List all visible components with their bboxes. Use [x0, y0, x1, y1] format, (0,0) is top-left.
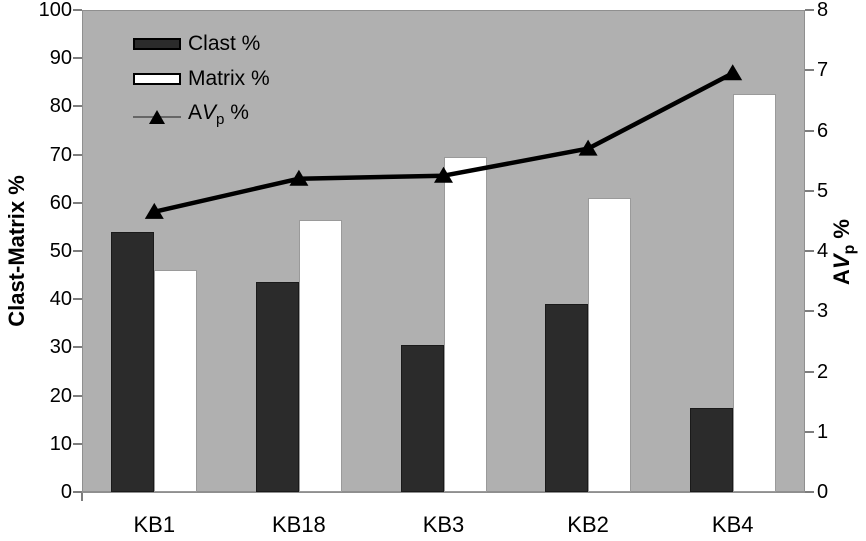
- left-tick-mark: [73, 105, 82, 108]
- right-tick-mark: [805, 310, 814, 313]
- left-tick-mark: [73, 346, 82, 349]
- left-tick-mark: [73, 250, 82, 252]
- left-tick-label: 70: [49, 143, 72, 166]
- matrix-bar-kb3: [443, 157, 487, 492]
- line-swatch-icon: [133, 110, 181, 124]
- right-tick-mark: [805, 250, 814, 252]
- right-tick-mark: [805, 491, 814, 493]
- legend-item-clast: Clast %: [133, 31, 260, 57]
- left-tick-mark: [73, 9, 82, 11]
- right-tick-label: 0: [817, 481, 829, 503]
- clast-bar-kb4: [689, 407, 733, 492]
- right-tick-label: 3: [817, 300, 829, 323]
- x-axis-label: KB18: [271, 512, 326, 537]
- left-tick-mark: [73, 153, 82, 156]
- left-tick-label: 20: [49, 384, 72, 407]
- clast-bar-kb1: [111, 231, 155, 492]
- left-tick-label: 0: [60, 481, 72, 503]
- clast-bar-kb18: [255, 282, 299, 492]
- left-tick-label: 100: [38, 0, 72, 21]
- right-tick-mark: [805, 9, 814, 11]
- clast-bar-kb3: [400, 344, 444, 492]
- left-tick-label: 10: [49, 432, 72, 455]
- left-tick-label: 90: [49, 47, 72, 70]
- legend-label-matrix: Matrix %: [188, 67, 270, 90]
- left-tick-mark: [73, 298, 82, 301]
- x-axis-label: KB2: [567, 512, 609, 537]
- left-tick-mark: [73, 57, 82, 60]
- matrix-bar-kb2: [588, 197, 632, 492]
- right-tick-mark: [805, 370, 814, 373]
- avp-line-chart: [144, 64, 743, 219]
- left-tick-mark: [73, 491, 82, 493]
- right-tick-mark: [805, 129, 814, 132]
- avp-marker-triangle-icon: [144, 202, 164, 219]
- x-axis-label: KB1: [133, 512, 176, 537]
- left-tick-label: 40: [49, 288, 72, 311]
- matrix-bar-kb4: [732, 94, 776, 492]
- triangle-marker-icon: [149, 110, 165, 124]
- avp-marker-triangle-icon: [289, 169, 309, 186]
- right-tick-label: 4: [817, 240, 829, 262]
- avp-marker-triangle-icon: [434, 166, 453, 183]
- x-axis-label: KB3: [422, 512, 465, 537]
- right-tick-mark: [805, 189, 814, 192]
- right-tick-label: 7: [817, 59, 829, 82]
- left-tick-label: 50: [49, 240, 72, 262]
- avp-line: [152, 71, 735, 215]
- left-tick-mark: [73, 394, 82, 397]
- matrix-bar-kb18: [298, 219, 342, 492]
- x-axis-label: KB4: [711, 512, 754, 537]
- right-tick-mark: [805, 430, 814, 433]
- avp-marker-triangle-icon: [723, 64, 743, 81]
- right-tick-label: 1: [817, 420, 829, 443]
- right-tick-label: 6: [817, 119, 829, 142]
- x-axis-line: [81, 491, 806, 493]
- legend-item-avp: AVp %: [133, 101, 249, 130]
- left-tick-mark: [73, 201, 82, 204]
- legend-label-avp: AVp %: [188, 101, 249, 129]
- clast-swatch-icon: [133, 38, 181, 50]
- clast-bar-kb2: [545, 304, 589, 492]
- right-tick-label: 8: [817, 0, 829, 21]
- right-tick-mark: [805, 69, 814, 72]
- legend-item-matrix: Matrix %: [133, 66, 270, 92]
- avp-marker-triangle-icon: [578, 139, 598, 156]
- left-tick-label: 30: [49, 336, 72, 359]
- left-tick-label: 80: [49, 95, 72, 118]
- left-tick-label: 60: [49, 191, 72, 214]
- left-tick-mark: [73, 442, 82, 445]
- matrix-swatch-icon: [133, 73, 181, 85]
- matrix-bar-kb1: [154, 270, 198, 492]
- x-axis-corner-tick: [81, 493, 83, 501]
- right-tick-label: 5: [817, 179, 829, 202]
- legend-label-clast: Clast %: [188, 32, 261, 55]
- right-tick-label: 2: [817, 360, 829, 383]
